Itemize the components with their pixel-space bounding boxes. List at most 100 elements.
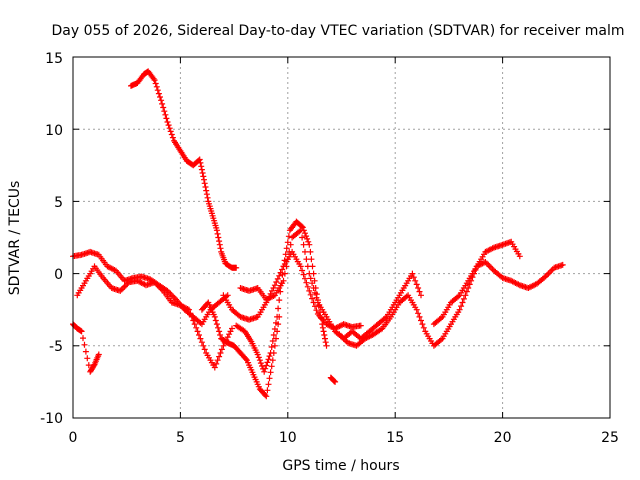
data-point [418,317,424,324]
data-point [419,321,426,328]
data-point [263,362,270,369]
data-point [268,344,275,350]
data-point [302,275,308,282]
data-point [264,359,271,366]
data-point [313,307,320,314]
y-axis-label: SDTVAR / TECUs [7,181,23,296]
chart-title: Day 055 of 2026, Sidereal Day-to-day VTE… [52,23,625,39]
data-point [304,263,311,270]
data-point [162,111,169,118]
data-point [280,277,287,284]
data-point [196,332,202,338]
data-point [203,191,210,198]
data-point [204,194,211,201]
data-point [254,351,261,358]
data-point [312,303,318,310]
data-point [270,350,277,356]
data-point [153,83,160,90]
data-point [279,266,286,273]
data-point [262,365,269,372]
x-axis-label: GPS time / hours [282,458,399,474]
data-point [306,241,313,248]
data-point [277,269,284,276]
data-point [256,357,263,364]
x-tick-label: 10 [279,430,297,446]
x-tick-label: 15 [386,430,404,446]
data-point [312,289,318,296]
data-point [84,355,91,362]
data-point [265,356,272,363]
data-point [198,163,205,170]
data-point [270,332,277,338]
data-point [218,346,225,353]
data-point [305,238,312,245]
data-point [233,264,240,271]
data-point [196,156,203,163]
data-point [273,279,280,285]
data-point [460,295,467,302]
data-point [214,357,221,364]
data-marks [70,68,566,400]
data-point [266,353,273,360]
data-point [255,354,262,361]
data-point [273,335,279,342]
data-point [190,317,197,324]
data-point [81,341,88,348]
data-point [229,325,235,332]
data-point [283,245,290,252]
data-point [186,306,192,313]
data-point [85,362,92,369]
data-point [217,350,224,356]
data-point [357,322,364,329]
data-point [456,306,463,313]
data-point [155,90,162,97]
data-point [257,360,264,367]
data-point [167,128,174,135]
data-point [416,288,423,295]
data-point [158,97,165,104]
data-point [462,292,469,299]
data-point [267,369,274,376]
data-point [303,233,310,240]
data-point [466,281,473,288]
data-point [310,285,317,291]
data-point [161,108,168,115]
data-point [80,335,86,342]
data-point [302,230,308,237]
data-point [300,271,307,278]
data-point [95,351,102,358]
data-point [188,313,195,320]
data-point [151,77,158,84]
data-point [287,241,294,248]
data-point [276,272,283,279]
data-point [217,332,224,338]
data-point [200,342,207,349]
data-point [211,313,218,320]
data-point [271,282,278,289]
data-point [201,176,207,183]
data-point [154,87,161,94]
data-point [416,313,423,320]
data-point [202,184,209,190]
data-point [283,263,290,270]
data-point [309,295,316,302]
data-point [303,256,310,263]
y-tick-label: 10 [45,123,63,139]
data-point [299,234,306,241]
data-point [281,270,288,277]
data-point [322,335,328,342]
data-point [216,353,223,360]
data-point [271,342,278,349]
x-tick-label: 5 [176,430,185,446]
data-point [215,234,222,241]
data-point [303,279,310,286]
x-tick-label: 20 [494,430,512,446]
data-point [165,122,172,129]
data-point [322,339,329,346]
data-point [213,321,220,328]
data-point [413,281,420,288]
data-point [559,261,566,268]
data-point [313,294,320,301]
data-point [213,227,220,234]
